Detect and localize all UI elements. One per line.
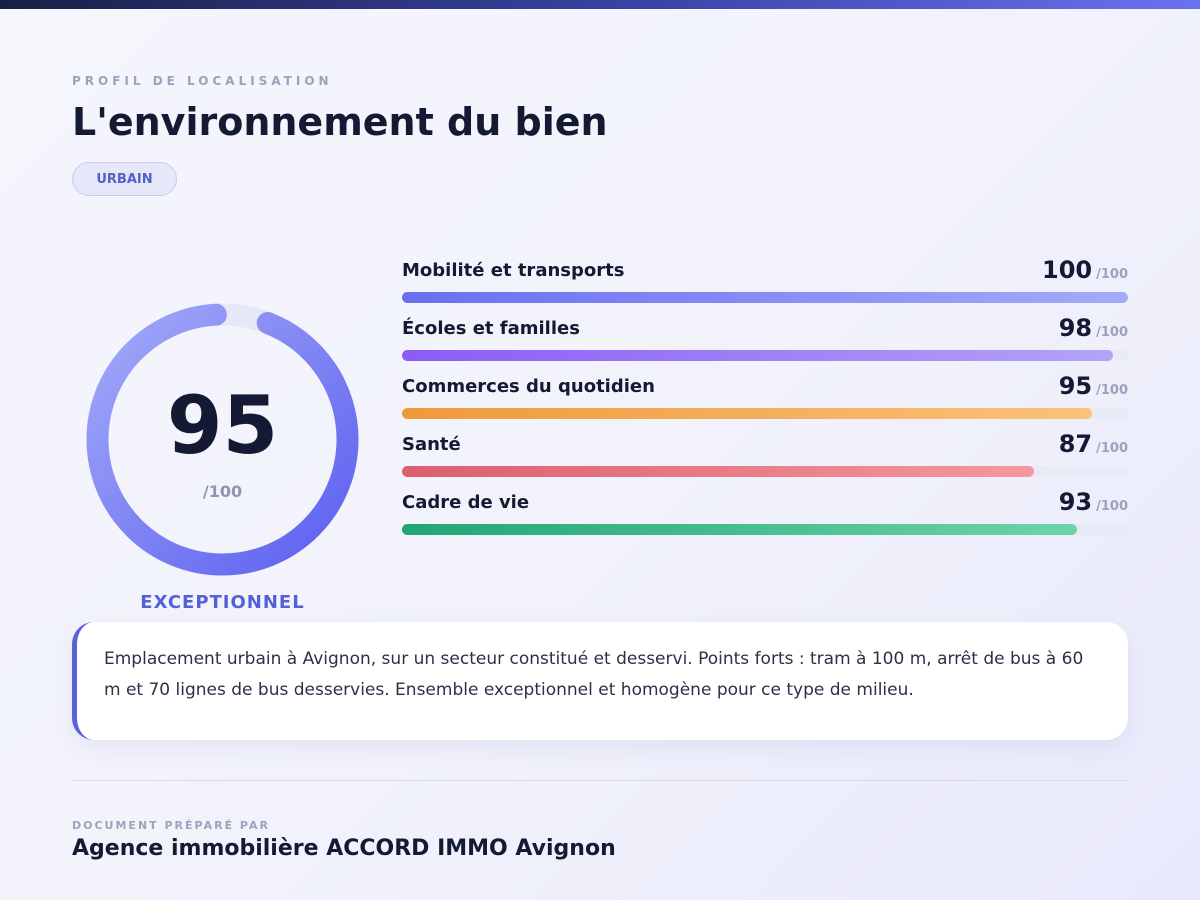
metric-max: /100 xyxy=(1096,267,1128,282)
metric-row: Écoles et familles 98/100 xyxy=(402,314,1128,372)
page-title: L'environnement du bien xyxy=(72,100,608,144)
metric-score: 93/100 xyxy=(1059,488,1128,516)
metric-value: 93 xyxy=(1058,488,1093,516)
prepared-by-label: DOCUMENT PRÉPARÉ PAR xyxy=(72,819,270,832)
metric-list: Mobilité et transports 100/100 Écoles et… xyxy=(402,256,1128,546)
description-text: Emplacement urbain à Avignon, sur un sec… xyxy=(104,649,1084,700)
metric-row: Mobilité et transports 100/100 xyxy=(402,256,1128,314)
description-card: Emplacement urbain à Avignon, sur un sec… xyxy=(72,622,1128,740)
overall-score-max: /100 xyxy=(202,482,243,501)
metric-score: 87/100 xyxy=(1059,430,1128,458)
metric-max: /100 xyxy=(1096,325,1128,340)
metric-bar-track xyxy=(402,350,1128,361)
overall-score-gauge: 95 /100 xyxy=(85,302,360,577)
metric-max: /100 xyxy=(1096,441,1128,456)
metric-value: 100 xyxy=(1042,256,1093,284)
metric-row: Cadre de vie 93/100 xyxy=(402,488,1128,546)
metric-label: Santé xyxy=(402,434,461,455)
metric-max: /100 xyxy=(1096,499,1128,514)
metric-row: Commerces du quotidien 95/100 xyxy=(402,372,1128,430)
metric-row: Santé 87/100 xyxy=(402,430,1128,488)
score-ring-arc xyxy=(86,303,359,576)
metric-value: 95 xyxy=(1058,372,1093,400)
metric-bar-track xyxy=(402,408,1128,419)
metric-value: 98 xyxy=(1058,314,1093,342)
metric-score: 100/100 xyxy=(1042,256,1128,284)
metric-max: /100 xyxy=(1096,383,1128,398)
metric-bar-track xyxy=(402,466,1128,477)
environment-badge: URBAIN xyxy=(72,162,177,196)
overall-score-value: 95 xyxy=(166,379,279,472)
metric-bar-fill xyxy=(402,524,1078,535)
metric-label: Écoles et familles xyxy=(402,318,580,339)
metric-value: 87 xyxy=(1058,430,1093,458)
metric-bar-fill xyxy=(402,350,1114,361)
metric-label: Cadre de vie xyxy=(402,492,530,513)
metric-bar-track xyxy=(402,292,1128,303)
agency-name: Agence immobilière ACCORD IMMO Avignon xyxy=(72,836,616,861)
metric-score: 95/100 xyxy=(1059,372,1128,400)
top-accent-bar xyxy=(0,0,1200,9)
metric-bar-fill xyxy=(402,408,1092,419)
metric-label: Mobilité et transports xyxy=(402,260,625,281)
metric-label: Commerces du quotidien xyxy=(402,376,655,397)
metric-bar-fill xyxy=(402,466,1034,477)
metric-score: 98/100 xyxy=(1059,314,1128,342)
metric-bar-fill xyxy=(402,292,1128,303)
footer-divider xyxy=(72,780,1128,781)
overall-rating: EXCEPTIONNEL xyxy=(140,592,305,613)
eyebrow-label: PROFIL DE LOCALISATION xyxy=(72,74,333,88)
metric-bar-track xyxy=(402,524,1128,535)
score-ring xyxy=(86,303,359,576)
